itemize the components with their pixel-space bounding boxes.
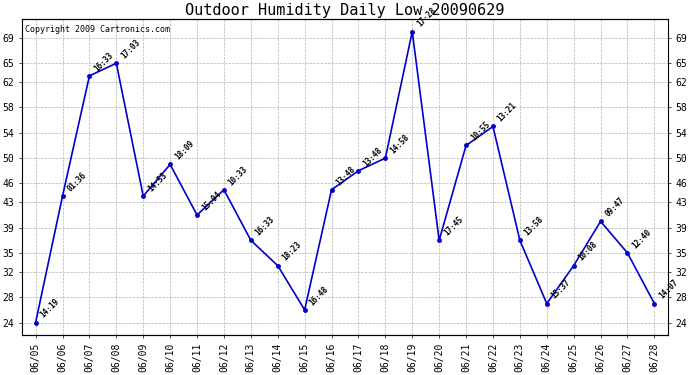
- Text: 13:48: 13:48: [335, 164, 357, 187]
- Text: 13:48: 13:48: [362, 145, 384, 168]
- Text: 18:09: 18:09: [173, 139, 196, 162]
- Text: Copyright 2009 Cartronics.com: Copyright 2009 Cartronics.com: [26, 25, 170, 34]
- Text: 14:53: 14:53: [146, 171, 169, 193]
- Text: 10:55: 10:55: [469, 120, 491, 142]
- Text: 14:07: 14:07: [657, 278, 680, 301]
- Text: 15:04: 15:04: [200, 189, 223, 212]
- Text: 17:03: 17:03: [119, 38, 142, 60]
- Text: 10:33: 10:33: [227, 164, 249, 187]
- Text: 16:33: 16:33: [92, 50, 115, 73]
- Text: 14:19: 14:19: [39, 297, 61, 320]
- Text: 16:48: 16:48: [308, 284, 330, 307]
- Text: 10:08: 10:08: [576, 240, 599, 263]
- Text: 17:45: 17:45: [442, 215, 464, 237]
- Text: 15:37: 15:37: [549, 278, 572, 301]
- Text: 14:58: 14:58: [388, 133, 411, 155]
- Title: Outdoor Humidity Daily Low 20090629: Outdoor Humidity Daily Low 20090629: [186, 3, 504, 18]
- Text: 09:47: 09:47: [603, 196, 626, 219]
- Text: 01:36: 01:36: [66, 171, 88, 193]
- Text: 12:40: 12:40: [630, 228, 653, 250]
- Text: 17:28: 17:28: [415, 6, 437, 29]
- Text: 13:21: 13:21: [495, 101, 518, 124]
- Text: 18:23: 18:23: [281, 240, 303, 263]
- Text: 16:33: 16:33: [254, 215, 276, 237]
- Text: 13:58: 13:58: [522, 215, 545, 237]
